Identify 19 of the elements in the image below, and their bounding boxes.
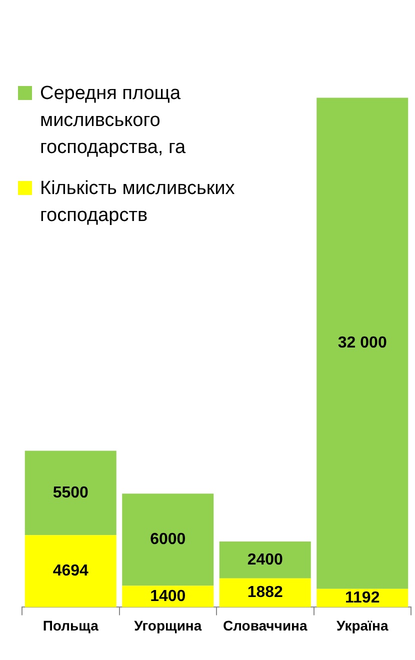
legend-label: Кількість мисливських господарств (40, 177, 236, 228)
data-label: 1400 (150, 588, 186, 605)
bar (316, 98, 408, 589)
bar (122, 494, 214, 586)
x-tick-label: Україна (336, 617, 388, 634)
bar (219, 541, 311, 578)
x-tick-label: Польща (42, 617, 99, 634)
data-label: 6000 (150, 531, 186, 548)
x-tick-label: Угорщина (134, 617, 202, 634)
legend-label: Середня площа мисливського господарства, га (40, 82, 187, 160)
bar (24, 535, 116, 608)
data-label: 4694 (52, 562, 89, 580)
data-label: 32 000 (338, 334, 387, 352)
data-label: 5500 (52, 484, 89, 502)
bar (24, 450, 116, 536)
x-tick-label: Словаччина (222, 617, 308, 634)
data-label: 2400 (247, 551, 284, 568)
data-label: 1192 (345, 589, 380, 606)
data-label: 1882 (247, 584, 284, 602)
